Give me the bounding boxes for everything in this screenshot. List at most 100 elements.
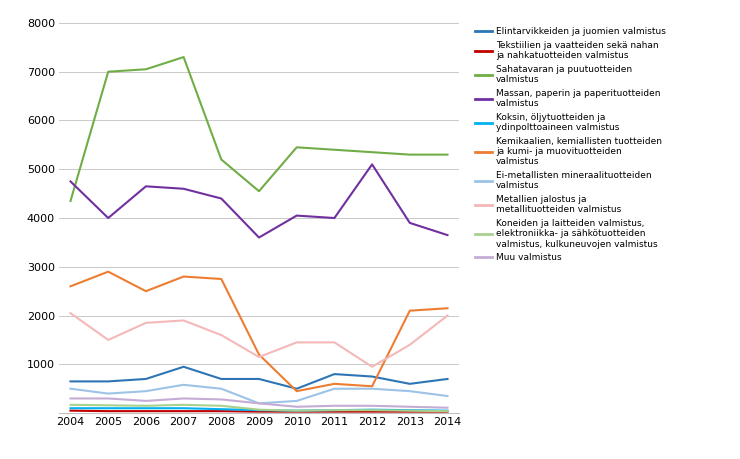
- Tekstiilien ja vaatteiden sekä nahan
ja nahkatuotteiden valmistus: [66, 408, 75, 414]
- Tekstiilien ja vaatteiden sekä nahan
ja nahkatuotteiden valmistus: [141, 409, 150, 414]
- Ei-metallisten mineraalituotteiden
valmistus: [292, 398, 301, 403]
- Ei-metallisten mineraalituotteiden
valmistus: [217, 386, 226, 392]
- Ei-metallisten mineraalituotteiden
valmistus: [255, 401, 263, 406]
- Elintarvikkeiden ja juomien valmistus: [443, 376, 452, 382]
- Ei-metallisten mineraalituotteiden
valmistus: [104, 391, 112, 396]
- Massan, paperin ja paperituotteiden
valmistus: [292, 213, 301, 218]
- Massan, paperin ja paperituotteiden
valmistus: [66, 179, 75, 184]
- Kemikaalien, kemiallisten tuotteiden
ja kumi- ja muovituotteiden
valmistus: [292, 388, 301, 394]
- Tekstiilien ja vaatteiden sekä nahan
ja nahkatuotteiden valmistus: [217, 409, 226, 414]
- Koksin, öljytuotteiden ja
ydinpolttoaineen valmistus: [217, 407, 226, 412]
- Line: Elintarvikkeiden ja juomien valmistus: Elintarvikkeiden ja juomien valmistus: [70, 367, 448, 389]
- Elintarvikkeiden ja juomien valmistus: [66, 379, 75, 384]
- Koneiden ja laitteiden valmistus,
elektroniikka- ja sähkötuotteiden
valmistus, kulkuneuvojen valmistus: [217, 403, 226, 409]
- Koneiden ja laitteiden valmistus,
elektroniikka- ja sähkötuotteiden
valmistus, kulkuneuvojen valmistus: [255, 407, 263, 413]
- Muu valmistus: [66, 396, 75, 401]
- Elintarvikkeiden ja juomien valmistus: [179, 364, 188, 369]
- Koneiden ja laitteiden valmistus,
elektroniikka- ja sähkötuotteiden
valmistus, kulkuneuvojen valmistus: [443, 409, 452, 414]
- Tekstiilien ja vaatteiden sekä nahan
ja nahkatuotteiden valmistus: [443, 409, 452, 414]
- Line: Koksin, öljytuotteiden ja
ydinpolttoaineen valmistus: Koksin, öljytuotteiden ja ydinpolttoaine…: [70, 408, 448, 411]
- Tekstiilien ja vaatteiden sekä nahan
ja nahkatuotteiden valmistus: [292, 409, 301, 414]
- Metallien jalostus ja
metallituotteiden valmistus: [179, 318, 188, 323]
- Koneiden ja laitteiden valmistus,
elektroniikka- ja sähkötuotteiden
valmistus, kulkuneuvojen valmistus: [66, 402, 75, 408]
- Line: Ei-metallisten mineraalituotteiden
valmistus: Ei-metallisten mineraalituotteiden valmi…: [70, 385, 448, 403]
- Koneiden ja laitteiden valmistus,
elektroniikka- ja sähkötuotteiden
valmistus, kulkuneuvojen valmistus: [179, 402, 188, 408]
- Massan, paperin ja paperituotteiden
valmistus: [179, 186, 188, 191]
- Line: Muu valmistus: Muu valmistus: [70, 398, 448, 408]
- Koneiden ja laitteiden valmistus,
elektroniikka- ja sähkötuotteiden
valmistus, kulkuneuvojen valmistus: [104, 403, 112, 408]
- Muu valmistus: [330, 403, 339, 409]
- Massan, paperin ja paperituotteiden
valmistus: [330, 215, 339, 221]
- Muu valmistus: [255, 401, 263, 406]
- Sahatavaran ja puutuotteiden
valmistus: [368, 150, 377, 155]
- Koksin, öljytuotteiden ja
ydinpolttoaineen valmistus: [104, 405, 112, 411]
- Line: Massan, paperin ja paperituotteiden
valmistus: Massan, paperin ja paperituotteiden valm…: [70, 164, 448, 238]
- Koneiden ja laitteiden valmistus,
elektroniikka- ja sähkötuotteiden
valmistus, kulkuneuvojen valmistus: [406, 408, 414, 414]
- Metallien jalostus ja
metallituotteiden valmistus: [217, 332, 226, 338]
- Massan, paperin ja paperituotteiden
valmistus: [104, 215, 112, 221]
- Koksin, öljytuotteiden ja
ydinpolttoaineen valmistus: [406, 408, 414, 413]
- Koksin, öljytuotteiden ja
ydinpolttoaineen valmistus: [292, 408, 301, 414]
- Sahatavaran ja puutuotteiden
valmistus: [406, 152, 414, 157]
- Metallien jalostus ja
metallituotteiden valmistus: [141, 320, 150, 325]
- Metallien jalostus ja
metallituotteiden valmistus: [368, 364, 377, 369]
- Sahatavaran ja puutuotteiden
valmistus: [217, 157, 226, 162]
- Ei-metallisten mineraalituotteiden
valmistus: [330, 386, 339, 392]
- Kemikaalien, kemiallisten tuotteiden
ja kumi- ja muovituotteiden
valmistus: [104, 269, 112, 274]
- Sahatavaran ja puutuotteiden
valmistus: [330, 147, 339, 152]
- Elintarvikkeiden ja juomien valmistus: [141, 376, 150, 382]
- Kemikaalien, kemiallisten tuotteiden
ja kumi- ja muovituotteiden
valmistus: [368, 384, 377, 389]
- Muu valmistus: [443, 405, 452, 410]
- Muu valmistus: [292, 404, 301, 409]
- Kemikaalien, kemiallisten tuotteiden
ja kumi- ja muovituotteiden
valmistus: [406, 308, 414, 313]
- Sahatavaran ja puutuotteiden
valmistus: [104, 69, 112, 74]
- Kemikaalien, kemiallisten tuotteiden
ja kumi- ja muovituotteiden
valmistus: [330, 381, 339, 386]
- Koneiden ja laitteiden valmistus,
elektroniikka- ja sähkötuotteiden
valmistus, kulkuneuvojen valmistus: [292, 408, 301, 414]
- Massan, paperin ja paperituotteiden
valmistus: [443, 232, 452, 238]
- Tekstiilien ja vaatteiden sekä nahan
ja nahkatuotteiden valmistus: [330, 409, 339, 414]
- Line: Kemikaalien, kemiallisten tuotteiden
ja kumi- ja muovituotteiden
valmistus: Kemikaalien, kemiallisten tuotteiden ja …: [70, 272, 448, 391]
- Line: Koneiden ja laitteiden valmistus,
elektroniikka- ja sähkötuotteiden
valmistus, kulkuneuvojen valmistus: Koneiden ja laitteiden valmistus, elektr…: [70, 405, 448, 411]
- Koksin, öljytuotteiden ja
ydinpolttoaineen valmistus: [141, 405, 150, 411]
- Kemikaalien, kemiallisten tuotteiden
ja kumi- ja muovituotteiden
valmistus: [179, 274, 188, 279]
- Kemikaalien, kemiallisten tuotteiden
ja kumi- ja muovituotteiden
valmistus: [217, 276, 226, 282]
- Metallien jalostus ja
metallituotteiden valmistus: [66, 310, 75, 316]
- Koksin, öljytuotteiden ja
ydinpolttoaineen valmistus: [443, 408, 452, 414]
- Elintarvikkeiden ja juomien valmistus: [368, 374, 377, 379]
- Massan, paperin ja paperituotteiden
valmistus: [406, 220, 414, 226]
- Koksin, öljytuotteiden ja
ydinpolttoaineen valmistus: [255, 408, 263, 413]
- Koksin, öljytuotteiden ja
ydinpolttoaineen valmistus: [330, 408, 339, 413]
- Muu valmistus: [141, 398, 150, 403]
- Massan, paperin ja paperituotteiden
valmistus: [368, 162, 377, 167]
- Line: Sahatavaran ja puutuotteiden
valmistus: Sahatavaran ja puutuotteiden valmistus: [70, 57, 448, 201]
- Muu valmistus: [368, 403, 377, 409]
- Massan, paperin ja paperituotteiden
valmistus: [255, 235, 263, 241]
- Tekstiilien ja vaatteiden sekä nahan
ja nahkatuotteiden valmistus: [104, 409, 112, 414]
- Tekstiilien ja vaatteiden sekä nahan
ja nahkatuotteiden valmistus: [368, 409, 377, 414]
- Sahatavaran ja puutuotteiden
valmistus: [443, 152, 452, 157]
- Elintarvikkeiden ja juomien valmistus: [104, 379, 112, 384]
- Ei-metallisten mineraalituotteiden
valmistus: [368, 386, 377, 392]
- Massan, paperin ja paperituotteiden
valmistus: [141, 184, 150, 189]
- Elintarvikkeiden ja juomien valmistus: [330, 371, 339, 377]
- Metallien jalostus ja
metallituotteiden valmistus: [104, 337, 112, 343]
- Koneiden ja laitteiden valmistus,
elektroniikka- ja sähkötuotteiden
valmistus, kulkuneuvojen valmistus: [330, 408, 339, 413]
- Kemikaalien, kemiallisten tuotteiden
ja kumi- ja muovituotteiden
valmistus: [255, 352, 263, 357]
- Kemikaalien, kemiallisten tuotteiden
ja kumi- ja muovituotteiden
valmistus: [141, 288, 150, 294]
- Tekstiilien ja vaatteiden sekä nahan
ja nahkatuotteiden valmistus: [255, 409, 263, 414]
- Muu valmistus: [104, 396, 112, 401]
- Kemikaalien, kemiallisten tuotteiden
ja kumi- ja muovituotteiden
valmistus: [443, 306, 452, 311]
- Koksin, öljytuotteiden ja
ydinpolttoaineen valmistus: [66, 405, 75, 411]
- Elintarvikkeiden ja juomien valmistus: [292, 386, 301, 392]
- Elintarvikkeiden ja juomien valmistus: [255, 376, 263, 382]
- Koksin, öljytuotteiden ja
ydinpolttoaineen valmistus: [179, 405, 188, 411]
- Muu valmistus: [179, 396, 188, 401]
- Sahatavaran ja puutuotteiden
valmistus: [141, 67, 150, 72]
- Koksin, öljytuotteiden ja
ydinpolttoaineen valmistus: [368, 407, 377, 413]
- Metallien jalostus ja
metallituotteiden valmistus: [330, 340, 339, 345]
- Ei-metallisten mineraalituotteiden
valmistus: [179, 382, 188, 387]
- Massan, paperin ja paperituotteiden
valmistus: [217, 196, 226, 201]
- Metallien jalostus ja
metallituotteiden valmistus: [255, 354, 263, 360]
- Metallien jalostus ja
metallituotteiden valmistus: [406, 342, 414, 347]
- Elintarvikkeiden ja juomien valmistus: [217, 376, 226, 382]
